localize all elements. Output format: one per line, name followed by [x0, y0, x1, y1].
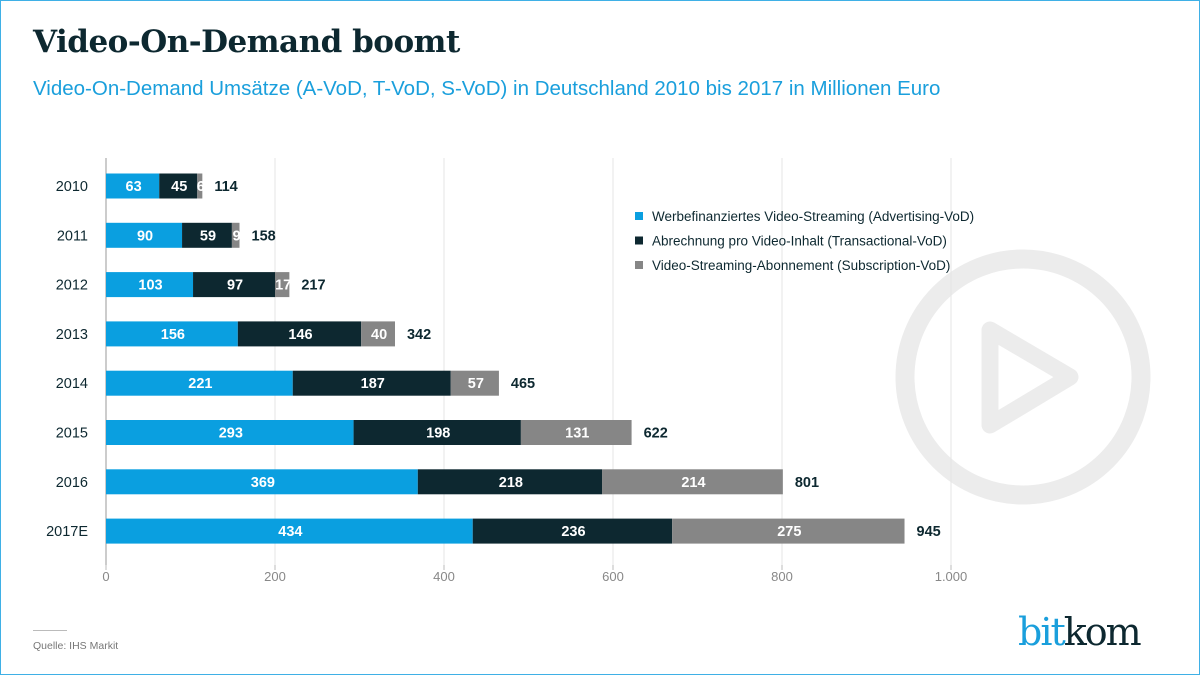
bar-total-label: 217 [301, 278, 325, 294]
bar-value-label: 221 [188, 376, 212, 392]
bar-segment [106, 518, 473, 544]
y-category-label: 2016 [56, 475, 88, 491]
bar-total-label: 622 [644, 426, 668, 442]
bar-segment [182, 222, 232, 248]
bar-value-label: 293 [219, 426, 243, 442]
bar-segment [197, 173, 203, 199]
x-tick-label: 600 [602, 569, 624, 584]
bar-segment [417, 469, 603, 495]
bar-value-label: 6 [197, 179, 205, 195]
y-category-label: 2014 [56, 376, 88, 392]
bar-total-label: 945 [917, 524, 941, 540]
bar-value-label: 434 [278, 524, 302, 540]
bar-value-label: 218 [499, 475, 523, 491]
bar-value-label: 187 [361, 376, 385, 392]
bar-segment [472, 518, 673, 544]
bar-value-label: 198 [426, 426, 450, 442]
bar-segment [450, 370, 499, 396]
bar-total-label: 465 [511, 376, 535, 392]
bar-segment [672, 518, 905, 544]
bar-value-label: 103 [138, 278, 162, 294]
bar-value-label: 369 [251, 475, 275, 491]
source-divider [33, 630, 67, 631]
bar-segment [292, 370, 451, 396]
legend-swatch [635, 236, 643, 245]
bar-value-label: 156 [161, 327, 185, 343]
bar-value-label: 214 [681, 475, 705, 491]
y-category-label: 2013 [56, 327, 88, 343]
bar-total-label: 801 [795, 475, 819, 491]
y-category-label: 2011 [57, 228, 88, 244]
bar-segment [106, 173, 160, 199]
bar-segment [159, 173, 198, 199]
legend-swatch [635, 212, 643, 220]
x-tick-label: 200 [264, 569, 286, 584]
legend-label: Werbefinanziertes Video-Streaming (Adver… [652, 209, 974, 224]
bar-segment [106, 321, 238, 347]
bar-segment [106, 272, 194, 298]
bar-value-label: 57 [468, 376, 484, 392]
bar-segment [275, 272, 290, 298]
bar-segment [602, 469, 783, 495]
bar-value-label: 9 [233, 228, 241, 244]
bar-value-label: 146 [288, 327, 312, 343]
x-tick-label: 800 [771, 569, 793, 584]
bar-value-label: 275 [777, 524, 801, 540]
bar-value-label: 59 [200, 228, 216, 244]
bar-value-label: 17 [275, 278, 291, 294]
bar-segment [237, 321, 362, 347]
y-category-label: 2017E [46, 524, 88, 540]
chart-title: Video-On-Demand boomt [33, 24, 460, 60]
bar-segment [520, 420, 632, 445]
y-category-label: 2010 [56, 179, 88, 195]
legend-label: Abrechnung pro Video-Inhalt (Transaction… [652, 234, 947, 249]
bar-segment [106, 222, 183, 248]
bar-segment [361, 321, 395, 347]
x-tick-label: 1.000 [935, 569, 968, 584]
bar-segment [231, 222, 240, 248]
bar-value-label: 40 [371, 327, 387, 343]
bar-segment [193, 272, 275, 298]
bar-value-label: 63 [126, 179, 142, 195]
bar-segment [106, 420, 354, 445]
legend-swatch [635, 261, 643, 269]
play-circle-icon [895, 249, 1151, 505]
bar-segment [106, 370, 293, 396]
bar-total-label: 114 [214, 179, 237, 195]
bitkom-logo: bitkom [1018, 610, 1142, 654]
bar-total-label: 158 [252, 228, 276, 244]
x-tick-label: 400 [433, 569, 455, 584]
y-category-label: 2015 [56, 426, 88, 442]
bar-segment [106, 469, 418, 495]
bar-value-label: 131 [565, 426, 589, 442]
y-category-label: 2012 [56, 278, 88, 294]
bar-value-label: 90 [137, 228, 153, 244]
bar-value-label: 236 [561, 524, 585, 540]
chart-subtitle: Video-On-Demand Umsätze (A-VoD, T-VoD, S… [33, 77, 941, 100]
source-note: Quelle: IHS Markit [33, 640, 119, 652]
bar-segment [353, 420, 521, 445]
bar-total-label: 342 [407, 327, 431, 343]
x-tick-label: 0 [102, 569, 109, 584]
bar-value-label: 97 [227, 278, 243, 294]
bar-value-label: 45 [171, 179, 187, 195]
legend-label: Video-Streaming-Abonnement (Subscription… [652, 258, 950, 273]
